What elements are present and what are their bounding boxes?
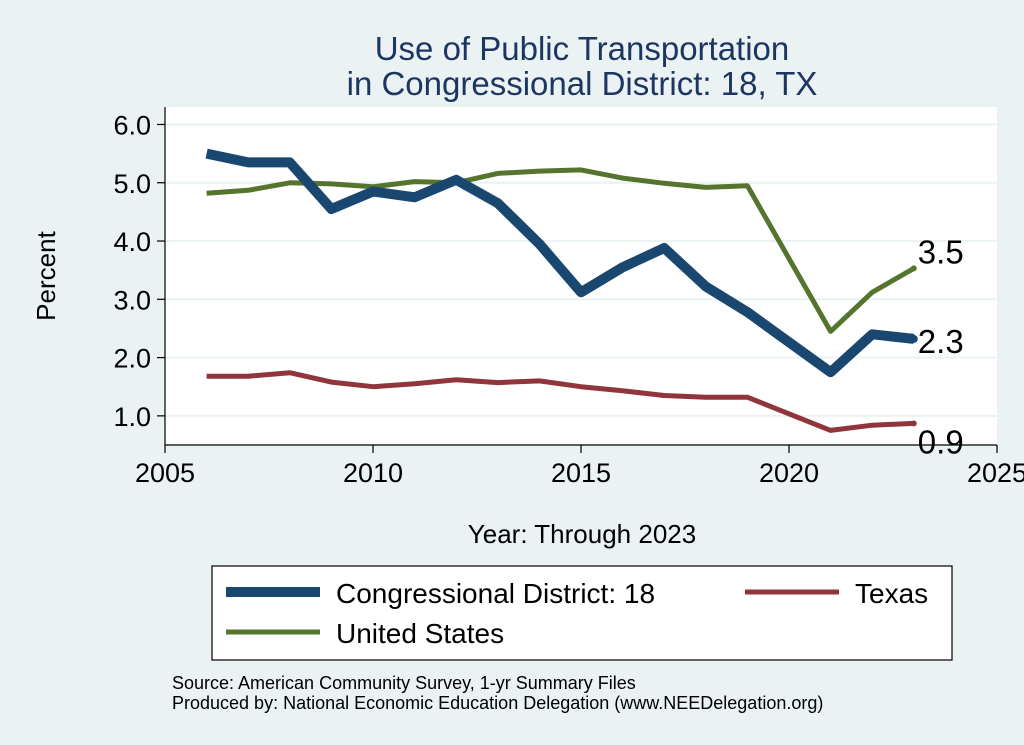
end-label-texas: 0.9 xyxy=(918,423,964,460)
y-tick-label: 5.0 xyxy=(113,169,151,199)
x-tick-label: 2005 xyxy=(135,458,195,488)
legend-box xyxy=(211,565,953,661)
chart-title-line-2: in Congressional District: 18, TX xyxy=(347,65,818,102)
chart-title-line-1: Use of Public Transportation xyxy=(375,30,790,67)
source-note: Source: American Community Survey, 1-yr … xyxy=(172,673,636,693)
legend-label-cd18: Congressional District: 18 xyxy=(336,578,655,609)
series-end-marker xyxy=(910,265,917,272)
series-line-united-states xyxy=(206,167,916,334)
y-tick-label: 3.0 xyxy=(113,285,151,315)
x-tick-label: 2025 xyxy=(967,458,1024,488)
x-axis-label: Year: Through 2023 xyxy=(468,519,696,549)
end-label-congressional-district-18: 2.3 xyxy=(918,323,964,360)
x-tick-label: 2020 xyxy=(759,458,819,488)
y-axis-label: Percent xyxy=(31,230,61,320)
y-tick-label: 2.0 xyxy=(113,344,151,374)
series-end-marker xyxy=(910,420,917,427)
end-label-united-states: 3.5 xyxy=(918,233,964,270)
end-labels: 0.9 3.5 2.3 xyxy=(918,233,964,460)
series-line-texas xyxy=(206,370,914,433)
y-tick-label: 4.0 xyxy=(113,227,151,257)
y-tick-label: 1.0 xyxy=(113,402,151,432)
gridlines xyxy=(165,123,997,417)
producer-note: Produced by: National Economic Education… xyxy=(172,693,823,713)
ticks: 1.0 2.0 3.0 4.0 5.0 6.0 2005 2010 2015 2020 2025 xyxy=(113,110,1024,488)
series-end-marker xyxy=(909,334,918,343)
legend-label-united-states: United States xyxy=(336,618,504,649)
legend-label-texas: Texas xyxy=(855,578,928,609)
y-tick-label: 6.0 xyxy=(113,110,151,140)
legend: Congressional District: 18 Texas United … xyxy=(211,565,953,661)
x-tick-label: 2010 xyxy=(343,458,403,488)
series-line-congressional-district-18 xyxy=(205,148,915,378)
x-tick-label: 2015 xyxy=(551,458,611,488)
series-lines xyxy=(205,148,918,433)
